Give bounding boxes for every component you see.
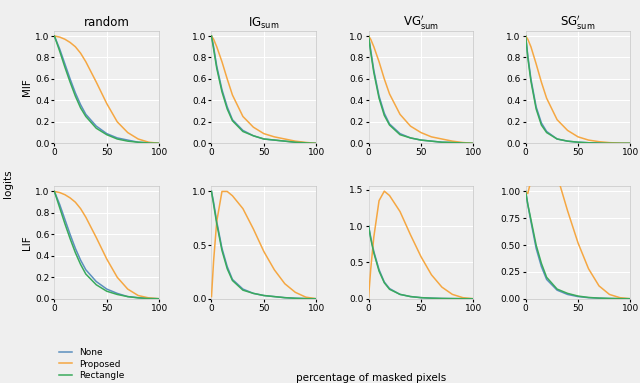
Y-axis label: LIF: LIF: [22, 235, 33, 250]
Title: random: random: [84, 16, 130, 29]
Title: SG$_{\mathrm{sum}}^{\prime}$: SG$_{\mathrm{sum}}^{\prime}$: [560, 13, 596, 31]
Text: logits: logits: [3, 170, 13, 198]
Legend: None, Proposed, Rectangle: None, Proposed, Rectangle: [57, 346, 127, 382]
Title: VG$_{\mathrm{sum}}^{\prime}$: VG$_{\mathrm{sum}}^{\prime}$: [403, 13, 439, 31]
Text: percentage of masked pixels: percentage of masked pixels: [296, 373, 446, 383]
Title: IG$_{\mathrm{sum}}$: IG$_{\mathrm{sum}}$: [248, 15, 280, 31]
Y-axis label: MIF: MIF: [22, 78, 33, 96]
